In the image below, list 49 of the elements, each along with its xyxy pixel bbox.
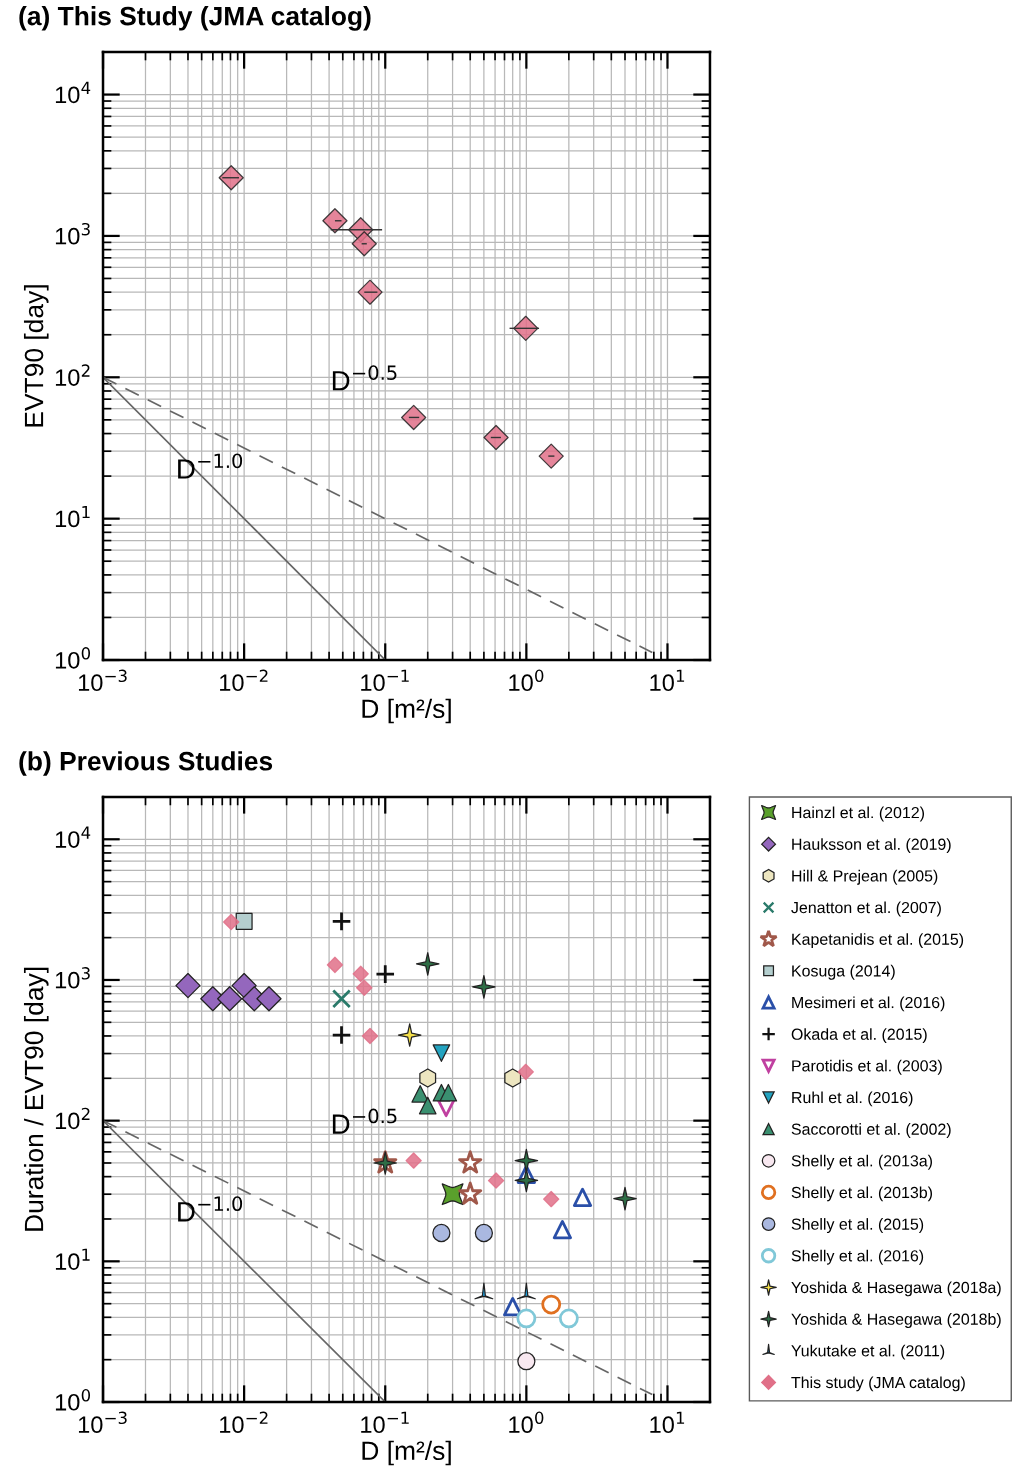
x-tick-label: 10$^{1}$ <box>650 1411 685 1434</box>
legend-label: Hainzl et al. (2012) <box>792 806 925 822</box>
annotation: D$^{−1.0}$ <box>178 1196 243 1222</box>
legend-label: Yoshida & Hasegawa (2018b) <box>791 1313 1001 1328</box>
x-tick-label: 10$^{−3}$ <box>78 669 127 692</box>
legend-label: Shelly et al. (2013a) <box>791 1154 933 1170</box>
x-tick-label: 10$^{−1}$ <box>361 669 409 692</box>
legend-label: Hauksson et al. (2019) <box>792 838 951 854</box>
x-tick-label: 10$^{−1}$ <box>361 1411 409 1434</box>
annotation: D$^{−0.5}$ <box>332 365 397 391</box>
x-tick-label: 10$^{−2}$ <box>220 669 268 692</box>
y-tick-label: 10$^{3}$ <box>55 222 90 245</box>
legend-label: Jenatton et al. (2007) <box>791 901 941 917</box>
legend-label: Kapetanidis et al. (2015) <box>792 933 964 949</box>
legend-label: Shelly et al. (2015) <box>791 1218 924 1233</box>
x-tick-label: 10$^{1}$ <box>650 669 685 692</box>
legend-label: Shelly et al. (2013b) <box>791 1186 933 1202</box>
legend-label: Mesimeri et al. (2016) <box>792 996 945 1012</box>
x-axis-title: D [m²/s] <box>362 698 451 724</box>
y-tick-label: 10$^{4}$ <box>55 81 91 104</box>
x-axis-title: D [m²/s] <box>362 1440 451 1466</box>
legend-label: Parotidis et al. (2003) <box>792 1059 942 1075</box>
chart-title: (b) Previous Studies <box>19 751 273 776</box>
y-tick-label: 10$^{0}$ <box>55 1389 91 1411</box>
y-tick-label: 10$^{1}$ <box>55 505 90 528</box>
y-tick-label: 10$^{0}$ <box>55 647 91 669</box>
y-tick-label: 10$^{2}$ <box>55 364 90 386</box>
x-tick-label: 10$^{−3}$ <box>78 1411 127 1434</box>
legend-label: Shelly et al. (2016) <box>791 1249 924 1265</box>
annotation: D$^{−0.5}$ <box>332 1108 397 1134</box>
legend-label: This study (JMA catalog) <box>791 1376 965 1392</box>
x-tick-label: 10$^{0}$ <box>509 1411 544 1434</box>
x-tick-label: 10$^{−2}$ <box>220 1411 268 1434</box>
legend-label: Saccorotti et al. (2002) <box>791 1123 951 1138</box>
y-tick-label: 10$^{1}$ <box>55 1248 90 1270</box>
legend-label: Okada et al. (2015) <box>791 1028 927 1044</box>
x-tick-label: 10$^{0}$ <box>509 669 544 692</box>
legend-label: Kosuga (2014) <box>792 964 895 980</box>
y-axis-title: EVT90 [day] <box>23 285 49 427</box>
legend-label: Ruhl et al. (2016) <box>792 1091 913 1107</box>
y-axis-title: Duration / EVT90 [day] <box>23 967 49 1231</box>
y-tick-label: 10$^{3}$ <box>55 967 90 989</box>
legend-label: Yoshida & Hasegawa (2018a) <box>791 1281 1001 1297</box>
y-tick-label: 10$^{2}$ <box>55 1107 90 1130</box>
chart-title: (a) This Study (JMA catalog) <box>19 6 371 31</box>
annotation: D$^{−1.0}$ <box>178 453 243 479</box>
legend-label: Yukutake et al. (2011) <box>791 1344 945 1360</box>
y-tick-label: 10$^{4}$ <box>55 826 91 848</box>
legend-label: Hill & Prejean (2005) <box>792 869 938 885</box>
